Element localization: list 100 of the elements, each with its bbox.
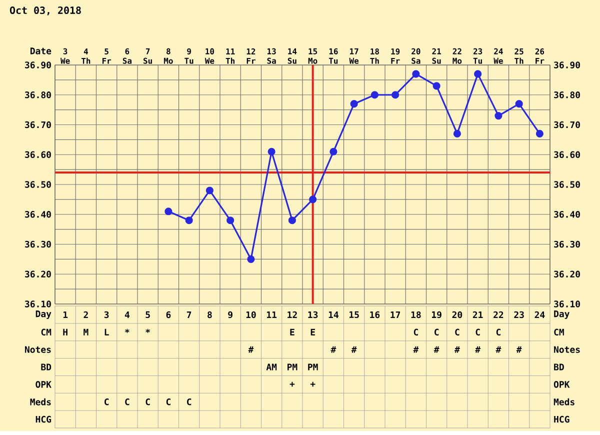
- text: 14: [328, 312, 338, 318]
- y2-tick-label: 36.90: [554, 62, 580, 68]
- text: C: [455, 328, 460, 336]
- text: H: [63, 328, 68, 336]
- text: E: [290, 328, 294, 336]
- text: #: [475, 346, 480, 353]
- y2-tick-label: 36.20: [554, 270, 580, 278]
- point: [432, 82, 440, 90]
- point: [226, 216, 234, 224]
- y-tick-label: Day: [36, 310, 52, 319]
- text: #: [330, 346, 336, 353]
- text: #: [413, 346, 419, 353]
- text: 23: [514, 311, 524, 318]
- y2-tick-label: 36.10: [554, 300, 580, 308]
- y-tick-label: CM: [41, 328, 52, 336]
- y2-tick-label: HCG: [554, 416, 570, 423]
- text: +: [310, 382, 316, 387]
- text: C: [496, 328, 500, 336]
- text: L: [104, 328, 109, 336]
- text: 11: [267, 312, 277, 318]
- text: #: [496, 346, 502, 353]
- point: [164, 208, 172, 216]
- text: 15: [350, 311, 359, 318]
- text: C: [476, 328, 480, 336]
- y2-tick-label: BD: [554, 364, 564, 370]
- y-tick-label: Notes: [25, 346, 51, 353]
- point: [185, 216, 193, 224]
- y-tick-label: 36.70: [25, 121, 51, 128]
- y-tick-label: 36.60: [25, 151, 51, 158]
- point: [288, 216, 296, 224]
- text: #: [248, 346, 254, 353]
- y-tick-label: 36.50: [25, 181, 51, 188]
- y-tick-label: OPK: [36, 381, 52, 388]
- text: #: [351, 346, 357, 353]
- text: *: [146, 328, 150, 334]
- text: 22: [494, 311, 504, 318]
- point: [474, 70, 482, 78]
- text: 6: [166, 311, 171, 318]
- y2-tick-label: Notes: [554, 346, 580, 353]
- point: [206, 186, 214, 194]
- point: [412, 70, 420, 78]
- chart-title: Oct 03, 2018: [10, 6, 81, 16]
- point: [494, 112, 502, 120]
- y-tick-label: 36.80: [25, 92, 51, 98]
- x-axis-title: Date: [30, 48, 52, 54]
- point: [268, 148, 276, 156]
- y2-tick-label: 36.80: [554, 92, 580, 98]
- point: [453, 130, 461, 138]
- text: PM: [288, 364, 298, 370]
- text: 20: [452, 311, 462, 318]
- text: #: [516, 346, 522, 353]
- text: C: [104, 398, 109, 406]
- text: 16: [370, 311, 380, 318]
- text: 19: [432, 311, 442, 318]
- y-tick-label: Meds: [30, 398, 51, 406]
- text: C: [166, 398, 170, 406]
- text: 5: [146, 311, 150, 318]
- text: 10: [246, 311, 256, 318]
- y-tick-label: 36.30: [25, 240, 51, 248]
- text: C: [146, 398, 150, 406]
- text: *: [125, 328, 130, 334]
- text: 2: [84, 311, 88, 318]
- y2-tick-label: Day: [554, 310, 570, 319]
- text: M: [84, 328, 88, 336]
- text: 18: [411, 311, 421, 318]
- y2-tick-label: OPK: [554, 381, 570, 388]
- point: [370, 91, 378, 99]
- point: [309, 196, 317, 204]
- y-tick-label: 36.10: [25, 300, 51, 308]
- text: 21: [472, 311, 483, 318]
- y-tick-label: BD: [41, 364, 52, 370]
- y-tick-label: 36.40: [25, 211, 51, 218]
- point: [392, 91, 400, 99]
- text: 17: [390, 312, 400, 318]
- text: AM: [266, 364, 277, 370]
- point: [330, 148, 338, 156]
- y-tick-label: 36.20: [25, 270, 51, 278]
- y2-tick-label: 36.50: [554, 181, 580, 188]
- text: 7: [186, 312, 192, 318]
- text: 24: [534, 311, 545, 318]
- text: 12: [288, 311, 297, 318]
- text: 1: [63, 312, 68, 318]
- y-tick-label: HCG: [36, 416, 52, 423]
- y2-tick-label: 36.70: [554, 121, 580, 128]
- text: 9: [228, 311, 232, 318]
- text: C: [125, 398, 130, 406]
- text: 3: [104, 311, 109, 318]
- text: 4: [124, 312, 130, 318]
- text: +: [290, 382, 295, 387]
- y2-tick-label: 36.60: [554, 151, 580, 158]
- point: [515, 100, 523, 108]
- text: PM: [308, 364, 318, 370]
- text: E: [310, 328, 315, 336]
- y2-tick-label: 36.40: [554, 211, 580, 218]
- y-tick-label: 36.90: [25, 62, 51, 68]
- point: [350, 100, 358, 108]
- text: C: [434, 328, 439, 336]
- text: #: [434, 346, 440, 353]
- y2-tick-label: CM: [554, 328, 564, 336]
- y2-tick-label: 36.30: [554, 240, 580, 248]
